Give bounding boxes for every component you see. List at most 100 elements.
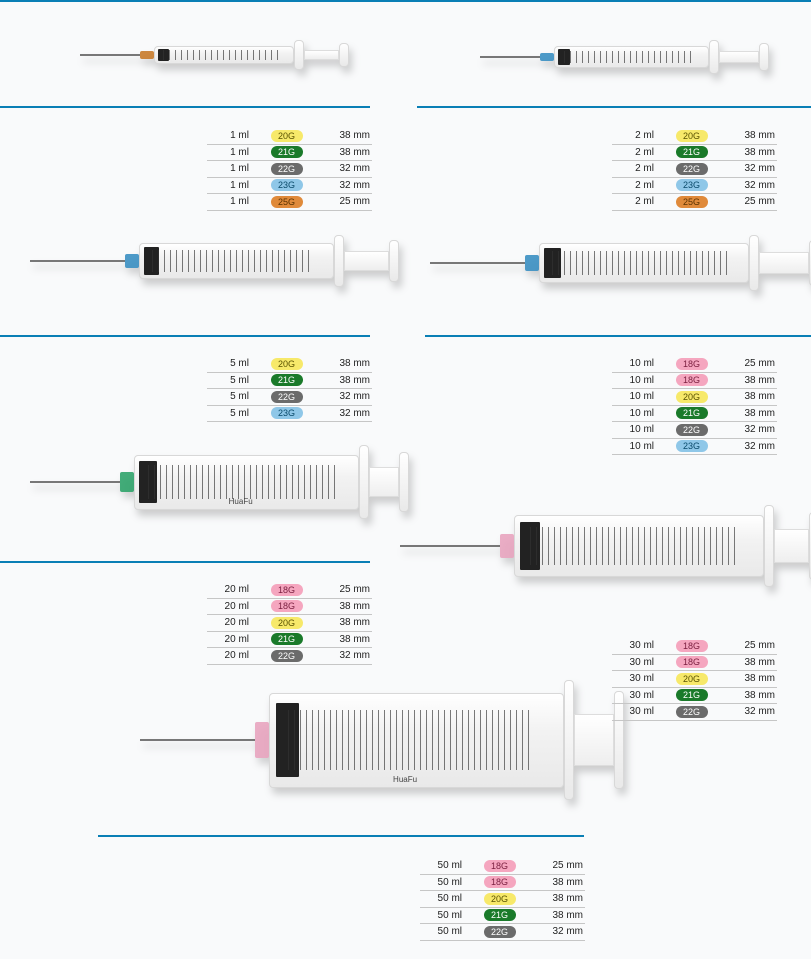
- needle-hub-icon: [140, 51, 154, 59]
- spec-table-t1: 1 ml20G38 mm1 ml21G38 mm1 ml22G32 mm1 ml…: [207, 128, 372, 211]
- spec-volume: 2 ml: [612, 147, 664, 158]
- table-row: 2 ml21G38 mm: [612, 145, 777, 162]
- flange-icon: [294, 40, 304, 70]
- spec-volume: 50 ml: [420, 877, 472, 888]
- table-row: 50 ml22G32 mm: [420, 924, 585, 941]
- section-divider: [425, 335, 811, 337]
- spec-length: 38 mm: [314, 601, 372, 612]
- spec-gauge: 23G: [259, 407, 314, 419]
- syringe-s2: [480, 40, 769, 74]
- spec-table-t10: 10 ml18G25 mm10 ml18G38 mm10 ml20G38 mm1…: [612, 356, 777, 455]
- brand-label: HuaFu: [393, 775, 417, 784]
- spec-gauge: 22G: [259, 163, 314, 175]
- spec-gauge: 20G: [259, 130, 314, 142]
- gauge-pill: 21G: [271, 633, 303, 645]
- spec-length: 38 mm: [527, 910, 585, 921]
- spec-length: 25 mm: [719, 196, 777, 207]
- gauge-pill: 22G: [271, 650, 303, 662]
- gauge-pill: 23G: [271, 407, 303, 419]
- spec-volume: 50 ml: [420, 926, 472, 937]
- syringe-s10: [430, 235, 811, 291]
- spec-length: 32 mm: [719, 441, 777, 452]
- spec-volume: 20 ml: [207, 601, 259, 612]
- spec-length: 38 mm: [719, 690, 777, 701]
- spec-length: 32 mm: [719, 163, 777, 174]
- spec-gauge: 21G: [664, 407, 719, 419]
- spec-table-t50: 50 ml18G25 mm50 ml18G38 mm50 ml20G38 mm5…: [420, 858, 585, 941]
- needle-hub-icon: [525, 255, 539, 270]
- gauge-pill: 18G: [484, 860, 516, 872]
- spec-volume: 1 ml: [207, 196, 259, 207]
- spec-volume: 1 ml: [207, 130, 259, 141]
- plunger-rod-icon: [344, 251, 389, 271]
- needle-hub-icon: [120, 472, 134, 493]
- spec-gauge: 22G: [259, 391, 314, 403]
- spec-volume: 1 ml: [207, 163, 259, 174]
- table-row: 50 ml 20G 38 mm: [420, 891, 585, 908]
- plunger-rod-icon: [719, 51, 759, 63]
- gauge-pill: 20G: [271, 358, 303, 370]
- gauge-pill: 20G: [484, 893, 516, 905]
- gauge-pill: 23G: [676, 179, 708, 191]
- spec-gauge: 23G: [664, 440, 719, 452]
- spec-gauge: 23G: [664, 179, 719, 191]
- table-row: 2 ml22G32 mm: [612, 161, 777, 178]
- table-row: 5 ml23G32 mm: [207, 406, 372, 423]
- spec-volume: 1 ml: [207, 147, 259, 158]
- spec-gauge: 21G: [664, 689, 719, 701]
- spec-length: 38 mm: [527, 893, 585, 904]
- spec-gauge: 18G: [664, 358, 719, 370]
- gauge-pill: 20G: [676, 130, 708, 142]
- gauge-pill: 18G: [676, 656, 708, 668]
- needle-hub-icon: [125, 254, 139, 268]
- brand-label: HuaFu: [229, 497, 253, 506]
- table-row: 1 ml23G32 mm: [207, 178, 372, 195]
- table-row: 10 ml20G38 mm: [612, 389, 777, 406]
- syringe-s1: [80, 40, 349, 70]
- table-row: 20 ml18G25 mm: [207, 582, 372, 599]
- table-row: 30 ml20G38 mm: [612, 671, 777, 688]
- gauge-pill: 18G: [676, 640, 708, 652]
- table-row: 30 ml18G38 mm: [612, 655, 777, 672]
- spec-table-t2: 2 ml20G38 mm2 ml21G38 mm2 ml22G32 mm2 ml…: [612, 128, 777, 211]
- spec-gauge: 18G: [472, 876, 527, 888]
- plunger-cap-icon: [759, 43, 769, 71]
- gauge-pill: 18G: [676, 358, 708, 370]
- gauge-pill: 22G: [271, 391, 303, 403]
- spec-volume: 30 ml: [612, 640, 664, 651]
- spec-volume: 20 ml: [207, 634, 259, 645]
- flange-icon: [334, 235, 344, 287]
- top-blue-bar: [0, 0, 811, 2]
- table-row: 20 ml18G38 mm: [207, 599, 372, 616]
- spec-gauge: 20G: [472, 893, 527, 905]
- spec-length: 38 mm: [314, 130, 372, 141]
- spec-gauge: 22G: [472, 926, 527, 938]
- syringe-s30: [400, 505, 811, 587]
- table-row: 10 ml23G32 mm: [612, 439, 777, 456]
- table-row: 10 ml18G38 mm: [612, 373, 777, 390]
- spec-volume: 5 ml: [207, 375, 259, 386]
- syringe-s20: HuaFu: [30, 445, 409, 519]
- spec-length: 25 mm: [719, 640, 777, 651]
- spec-volume: 1 ml: [207, 180, 259, 191]
- table-row: 20 ml22G32 mm: [207, 648, 372, 665]
- section-divider: [0, 106, 370, 108]
- spec-gauge: 18G: [472, 860, 527, 872]
- spec-gauge: 21G: [472, 909, 527, 921]
- gauge-pill: 21G: [676, 689, 708, 701]
- table-row: 10 ml21G38 mm: [612, 406, 777, 423]
- spec-volume: 10 ml: [612, 441, 664, 452]
- gauge-pill: 21G: [676, 146, 708, 158]
- spec-volume: 10 ml: [612, 358, 664, 369]
- spec-volume: 10 ml: [612, 375, 664, 386]
- gauge-pill: 23G: [271, 179, 303, 191]
- spec-table-t30: 30 ml 18G 25 mm 30 ml18G38 mm30 ml20G38 mm 3…: [612, 638, 777, 721]
- spec-gauge: 18G: [259, 584, 314, 596]
- spec-volume: 50 ml: [420, 893, 472, 904]
- plunger-rod-icon: [774, 529, 809, 563]
- spec-table-t20: 20 ml18G25 mm20 ml18G38 mm20 ml20G38 mm2…: [207, 582, 372, 665]
- plunger-cap-icon: [339, 43, 349, 68]
- spec-gauge: 18G: [259, 600, 314, 612]
- gauge-pill: 21G: [484, 909, 516, 921]
- spec-volume: 50 ml: [420, 910, 472, 921]
